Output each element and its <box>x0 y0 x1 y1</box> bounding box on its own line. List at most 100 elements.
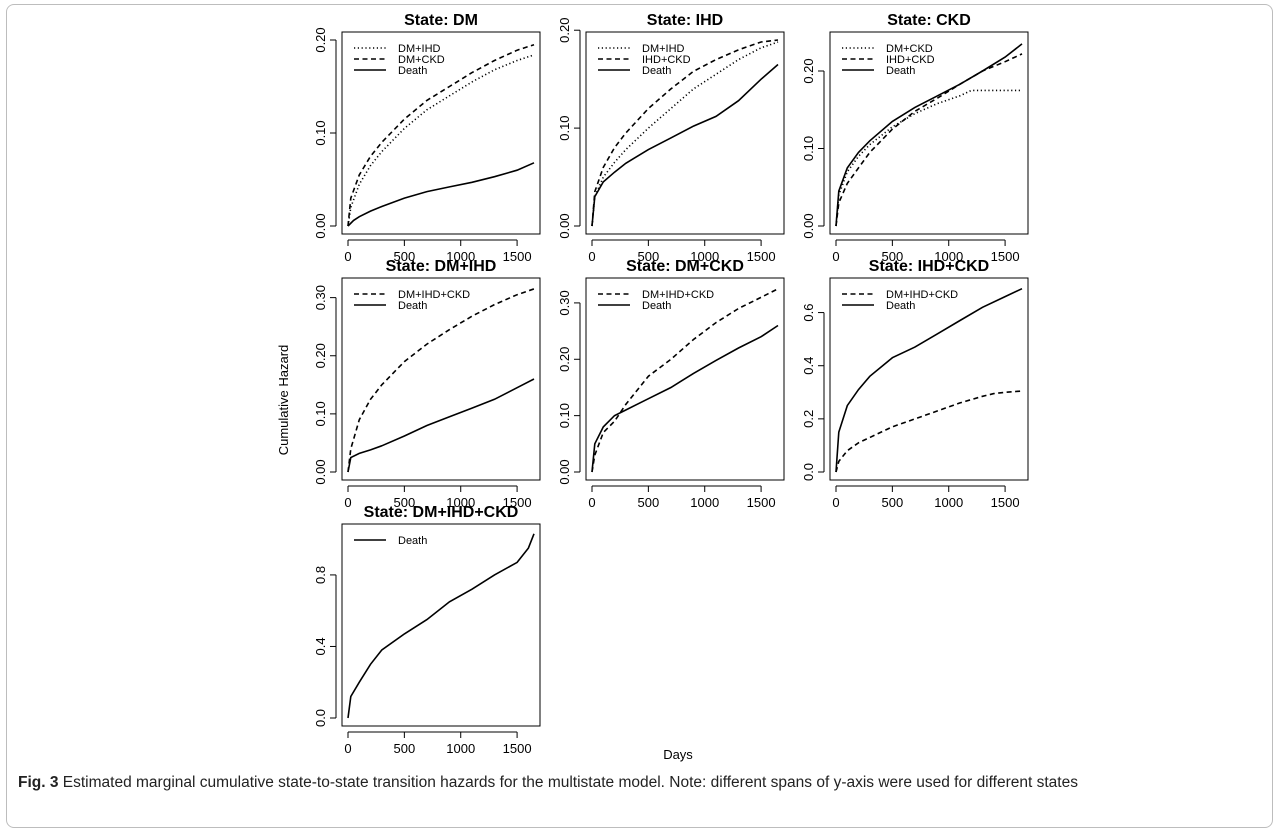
panel-title: State: DM <box>404 12 478 29</box>
series-line-death <box>347 378 535 473</box>
x-tick-label: 500 <box>394 495 416 510</box>
y-tick-label: 0.30 <box>557 290 572 315</box>
panel-7: State: DM+IHD+CKD 0 500 1000 1500 0.0 0.4 0.8 De… <box>313 504 541 756</box>
x-tick-label: 1000 <box>934 249 963 264</box>
x-tick-label: 500 <box>394 249 416 264</box>
legend-label: IHD+CKD <box>642 54 691 66</box>
series-line-ihd-ckd <box>591 39 779 227</box>
x-tick-label: 0 <box>832 249 839 264</box>
x-tick-label: 1000 <box>690 495 719 510</box>
y-tick-label: 0.00 <box>801 213 816 238</box>
legend-label: Death <box>886 65 915 77</box>
x-tick-label: 1000 <box>934 495 963 510</box>
legend-label: DM+IHD <box>398 43 441 55</box>
x-tick-label: 500 <box>882 495 904 510</box>
y-tick-label: 0.0 <box>313 709 328 727</box>
panel-title: State: CKD <box>887 12 971 29</box>
figure-caption: Fig. 3 Estimated marginal cumulative sta… <box>18 772 1263 793</box>
legend-label: Death <box>398 535 427 547</box>
panel-title: State: IHD <box>647 12 723 29</box>
x-tick-label: 0 <box>344 741 351 756</box>
series-line-death <box>835 287 1023 473</box>
x-tick-label: 1500 <box>747 249 776 264</box>
x-tick-label: 0 <box>588 249 595 264</box>
x-axis-label: Days <box>663 747 693 762</box>
y-tick-label: 0.00 <box>313 459 328 484</box>
panel-title: State: DM+IHD <box>386 258 497 275</box>
x-tick-label: 500 <box>882 249 904 264</box>
legend-label: Death <box>886 300 915 312</box>
y-tick-label: 0.10 <box>801 136 816 161</box>
y-tick-label: 0.4 <box>313 637 328 655</box>
figure-frame <box>6 4 1273 828</box>
legend-label: DM+CKD <box>886 43 933 55</box>
y-tick-label: 0.2 <box>801 410 816 428</box>
y-tick-label: 0.20 <box>313 343 328 368</box>
x-tick-label: 1500 <box>747 495 776 510</box>
x-tick-label: 1000 <box>446 741 475 756</box>
x-tick-label: 1500 <box>503 249 532 264</box>
series-line-death <box>347 162 535 227</box>
y-tick-label: 0.4 <box>801 357 816 375</box>
legend-label: DM+IHD+CKD <box>642 289 714 301</box>
series-line-dm-ihd-ckd <box>835 390 1023 473</box>
legend-label: DM+CKD <box>398 54 445 66</box>
y-tick-label: 0.10 <box>313 401 328 426</box>
panel-title: State: DM+CKD <box>626 258 744 275</box>
x-tick-label: 0 <box>344 495 351 510</box>
y-tick-label: 0.30 <box>313 285 328 310</box>
series-line-death <box>591 324 779 473</box>
plot-frame <box>829 277 1029 481</box>
plot-frame <box>585 277 785 481</box>
x-tick-label: 0 <box>588 495 595 510</box>
series-line-death <box>591 63 779 227</box>
legend-label: IHD+CKD <box>886 54 935 66</box>
plot-frame <box>829 31 1029 235</box>
legend-label: Death <box>642 65 671 77</box>
panel-6: State: IHD+CKD 0 500 1000 1500 0.0 0.2 0.4 0.6 DM… <box>801 258 1029 510</box>
y-tick-label: 0.20 <box>801 58 816 83</box>
panel-title: State: IHD+CKD <box>869 258 989 275</box>
chart-figure: Cumulative Hazard Days State: DM 0 500 1000… <box>276 12 1029 762</box>
x-tick-label: 1500 <box>991 495 1020 510</box>
panel-5: State: DM+CKD 0 500 1000 1500 0.00 0.10 0.20 0.3… <box>557 258 785 510</box>
x-tick-label: 1500 <box>503 495 532 510</box>
y-tick-label: 0.10 <box>313 120 328 145</box>
figure-label: Fig. 3 <box>18 774 59 791</box>
y-tick-label: 0.8 <box>313 566 328 584</box>
legend-label: DM+IHD <box>642 43 685 55</box>
panel-4: State: DM+IHD 0 500 1000 1500 0.00 0.10 0.20 0.3… <box>313 258 541 510</box>
legend-label: DM+IHD+CKD <box>398 289 470 301</box>
series-line-death <box>347 533 535 719</box>
y-tick-label: 0.00 <box>313 213 328 238</box>
panel-3: State: CKD 0 500 1000 1500 0.00 0.10 0.20 DM+CKD… <box>801 12 1029 264</box>
series-line-dm-ckd <box>347 43 535 227</box>
x-tick-label: 0 <box>344 249 351 264</box>
plot-frame <box>341 31 541 235</box>
y-tick-label: 0.20 <box>557 347 572 372</box>
x-tick-label: 1000 <box>690 249 719 264</box>
plot-frame <box>341 277 541 481</box>
y-tick-label: 0.00 <box>557 459 572 484</box>
legend-label: DM+IHD+CKD <box>886 289 958 301</box>
y-tick-label: 0.20 <box>313 27 328 52</box>
series-line-dm-ckd <box>835 89 1022 227</box>
y-axis-label: Cumulative Hazard <box>276 345 291 456</box>
legend-label: Death <box>398 300 427 312</box>
x-tick-label: 0 <box>832 495 839 510</box>
series-line-dm-ihd-ckd <box>347 288 535 473</box>
y-tick-label: 0.10 <box>557 403 572 428</box>
plot-frame <box>585 31 785 235</box>
legend-label: Death <box>642 300 671 312</box>
y-tick-label: 0.6 <box>801 304 816 322</box>
x-tick-label: 500 <box>638 249 660 264</box>
plot-frame <box>341 523 541 727</box>
y-tick-label: 0.10 <box>557 115 572 140</box>
x-tick-label: 500 <box>638 495 660 510</box>
series-line-death <box>835 43 1023 227</box>
y-tick-label: 0.00 <box>557 213 572 238</box>
x-tick-label: 1500 <box>503 741 532 756</box>
x-tick-label: 500 <box>394 741 416 756</box>
